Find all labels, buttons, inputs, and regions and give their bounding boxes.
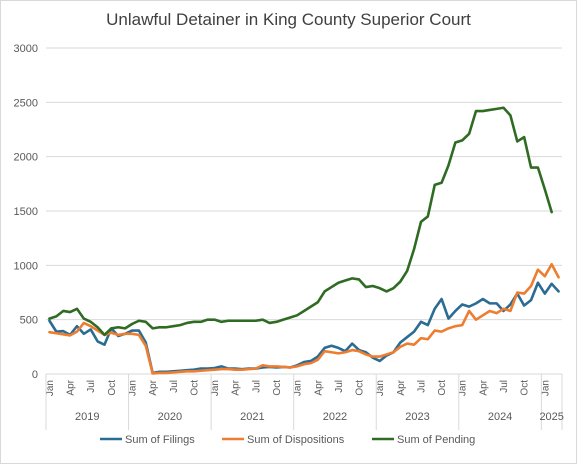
y-tick-label: 1000	[14, 260, 38, 272]
x-tick-label: Oct	[189, 380, 200, 396]
x-tick-label: Jan	[128, 380, 139, 396]
chart-title: Unlawful Detainer in King County Superio…	[106, 10, 471, 29]
legend: Sum of Filings Sum of Dispositions Sum of …	[100, 434, 475, 446]
x-tick-label: Jul	[416, 380, 427, 393]
y-tick-label: 1500	[14, 206, 38, 218]
x-year-label: 2024	[488, 411, 512, 423]
series-line-sum-of-dispositions	[48, 262, 560, 375]
x-tick-label: Apr	[478, 379, 489, 395]
y-tick-label: 2000	[14, 152, 38, 164]
x-tick-label: Jan	[210, 380, 221, 396]
series-line-sum-of-filings	[48, 281, 560, 375]
x-tick-label: Jul	[251, 380, 262, 393]
x-tick-label: Jul	[169, 380, 180, 393]
x-tick-label: Oct	[355, 380, 366, 396]
x-tick-label: Jul	[334, 380, 345, 393]
y-tick-label: 0	[32, 369, 38, 381]
x-tick-label: Oct	[107, 380, 118, 396]
x-tick-label: Apr	[231, 379, 242, 395]
x-year-label: 2020	[158, 411, 182, 423]
legend-label-sum-of-filings: Sum of Filings	[125, 434, 195, 446]
legend-label-sum-of-pending: Sum of Pending	[397, 434, 475, 446]
x-year-label: 2021	[240, 411, 264, 423]
legend-label-sum-of-dispositions: Sum of Dispositions	[247, 434, 345, 446]
x-tick-label: Jan	[458, 380, 469, 396]
x-tick-label: Jan	[375, 380, 386, 396]
x-tick-label: Jan	[540, 380, 551, 396]
x-tick-label: Apr	[66, 379, 77, 395]
y-axis-ticks: 0 500 1000 1500 2000 2500 3000	[14, 43, 38, 381]
x-year-label: 2023	[405, 411, 429, 423]
gridlines	[46, 47, 562, 375]
y-tick-label: 2500	[14, 97, 38, 109]
x-tick-label: Oct	[437, 380, 448, 396]
x-year-label: 2025	[539, 411, 563, 423]
x-tick-label: Jan	[45, 380, 56, 396]
x-year-label: 2022	[323, 411, 347, 423]
y-tick-label: 500	[20, 315, 38, 327]
x-year-label: 2019	[75, 411, 99, 423]
x-tick-label: Jul	[499, 380, 510, 393]
series-lines	[48, 106, 560, 375]
x-tick-label: Oct	[520, 380, 531, 396]
x-tick-label: Apr	[313, 379, 324, 395]
x-tick-label: Apr	[396, 379, 407, 395]
x-tick-label: Apr	[148, 379, 159, 395]
series-line-sum-of-pending	[48, 106, 553, 337]
x-tick-label: Oct	[272, 380, 283, 396]
x-tick-label: Jan	[293, 380, 304, 396]
x-tick-label: Jul	[86, 380, 97, 393]
y-tick-label: 3000	[14, 43, 38, 55]
x-axis: Jan Apr Jul Oct Jan Apr Jul Oct Jan Apr Jul Oct Jan A…	[45, 373, 564, 430]
